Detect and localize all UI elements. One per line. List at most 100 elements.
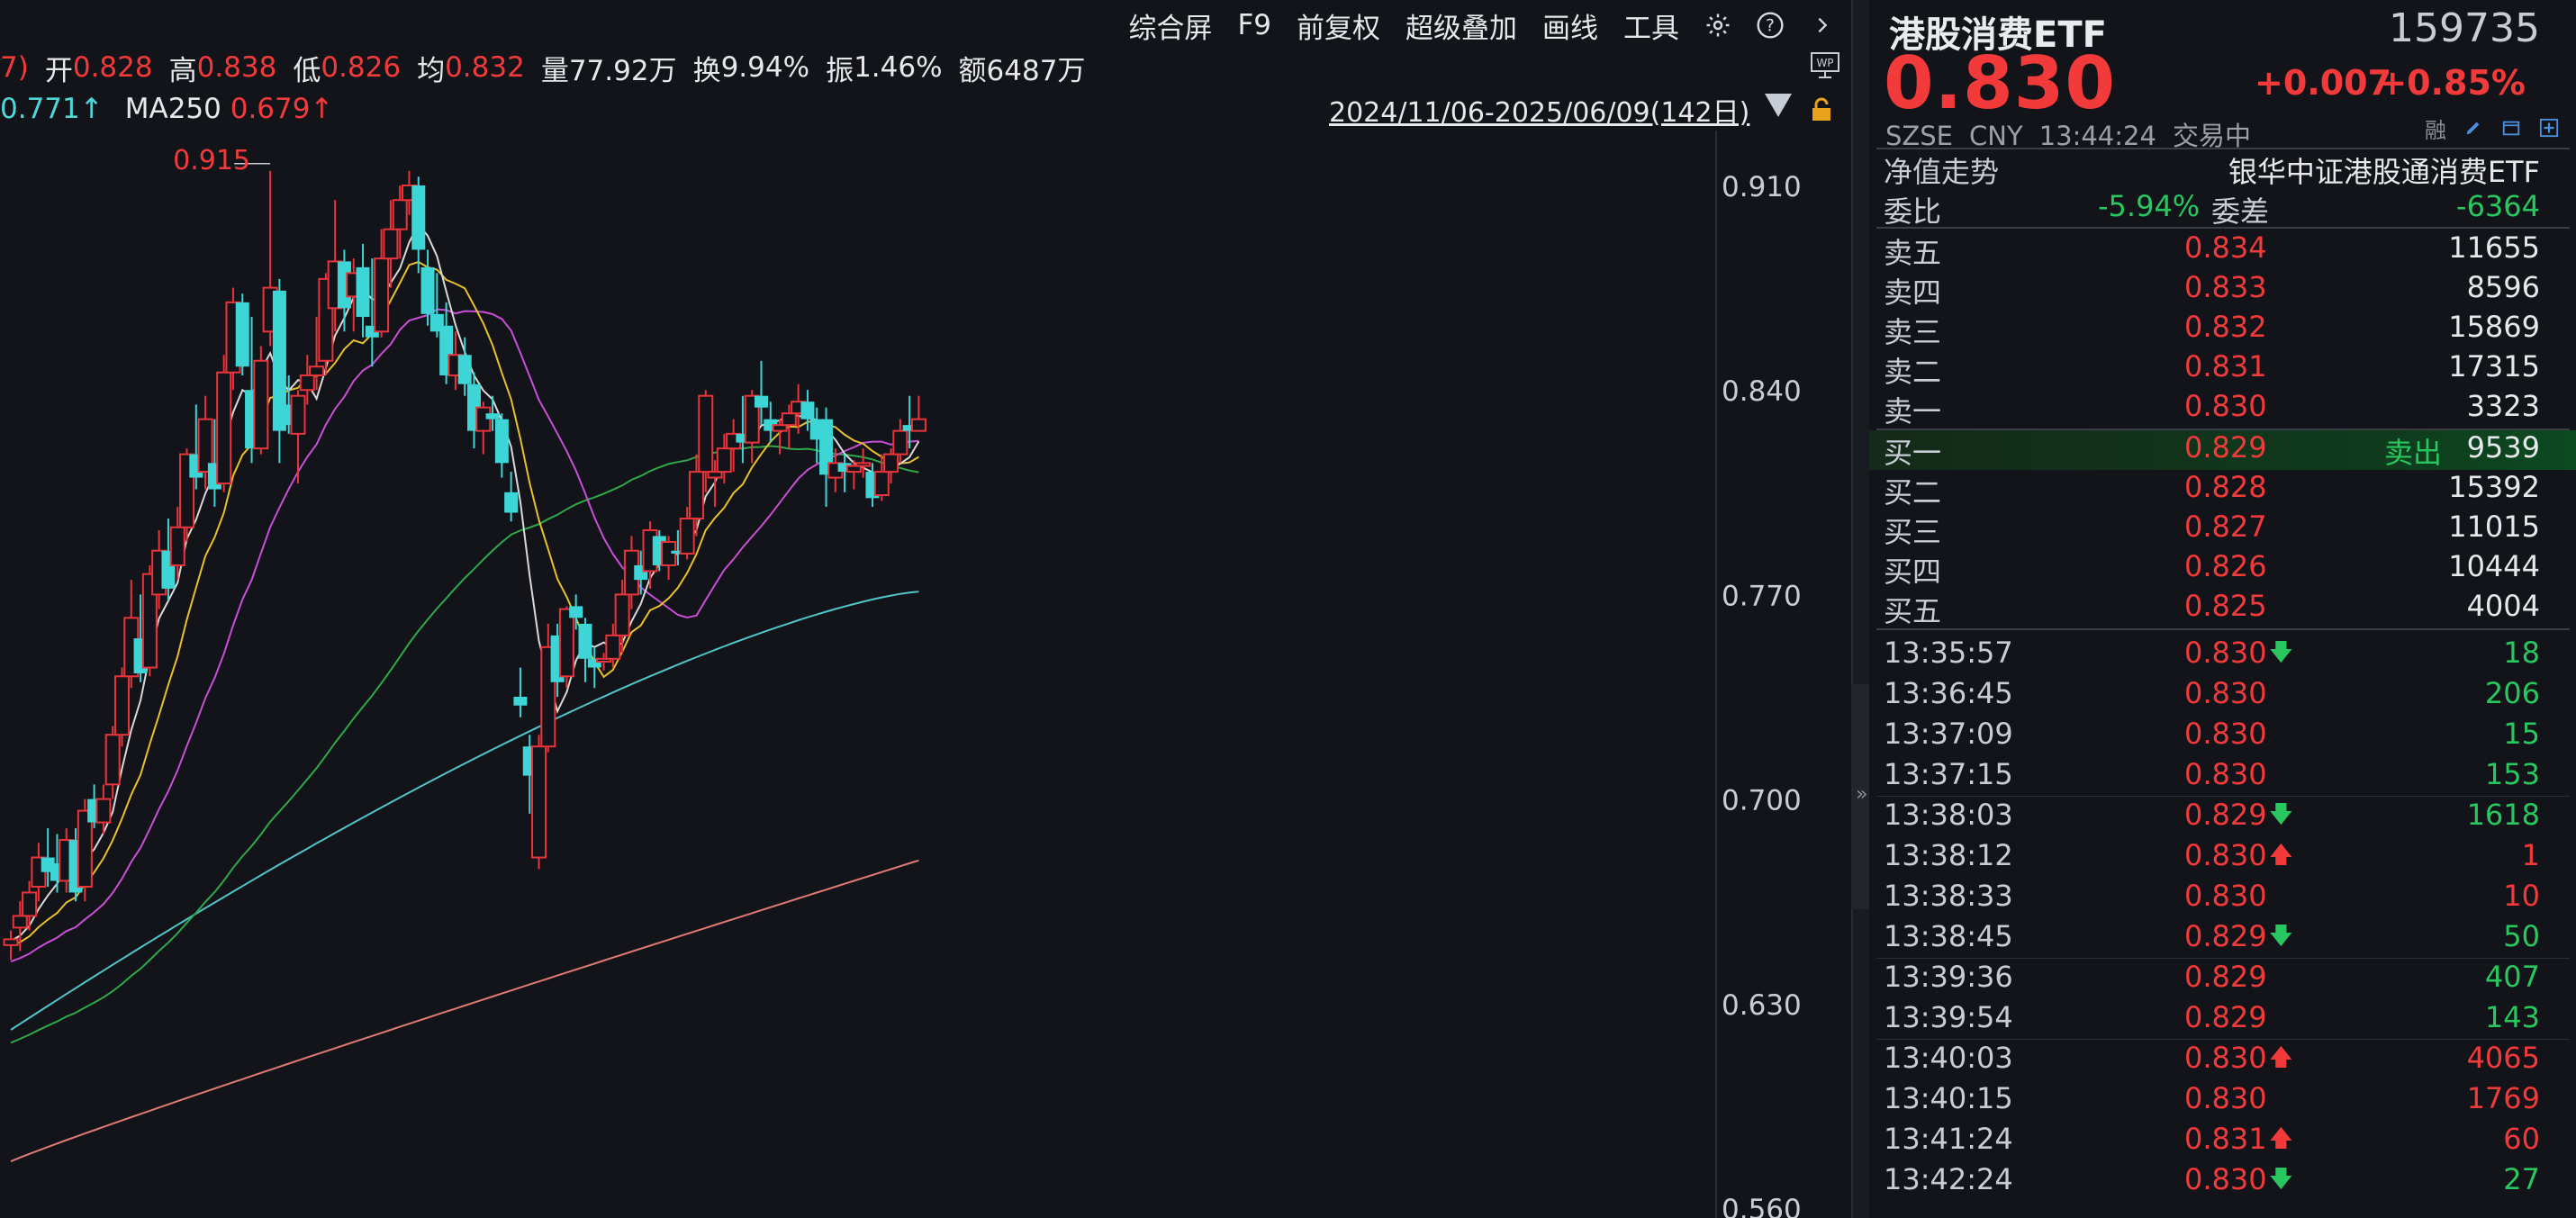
tick-price: 0.830 [2184, 757, 2267, 791]
bid-label: 买二 [1884, 475, 1942, 510]
candle-body [688, 471, 704, 520]
divider-collapse-tab[interactable] [1851, 684, 1869, 909]
low-label: 低 [293, 54, 321, 87]
toolbar-composite-screen[interactable]: 综合屏 [1128, 12, 1213, 45]
candle-body [772, 424, 788, 432]
candle-body [356, 266, 370, 318]
tick-row[interactable]: 13:37:15 0.830 153 [1869, 757, 2576, 797]
candle-body [383, 228, 399, 260]
tick-row[interactable]: 13:39:36 0.829 407 [1869, 960, 2576, 999]
ask-row[interactable]: 卖二 0.831 17315 [1869, 349, 2576, 389]
weibi-value: -5.94% [2098, 189, 2201, 223]
edit-icon[interactable] [2461, 115, 2486, 140]
separator [1876, 227, 2570, 229]
tick-row[interactable]: 13:40:15 0.830 1769 [1869, 1081, 2576, 1121]
tick-row[interactable]: 13:38:03 0.829 🡇 1618 [1869, 798, 2576, 837]
toolbar-draw-line[interactable]: 画线 [1542, 12, 1598, 45]
nav-row[interactable]: 净值走势 银华中证港股通消费ETF [1869, 149, 2576, 189]
tick-row[interactable]: 13:38:45 0.829 🡇 50 [1869, 919, 2576, 959]
bid-volume: 4004 [2466, 589, 2540, 623]
tick-time: 13:39:36 [1884, 960, 2013, 994]
bid-price: 0.825 [2184, 589, 2267, 623]
separator [1876, 958, 2570, 959]
tick-row[interactable]: 13:42:24 0.830 🡇 27 [1869, 1162, 2576, 1202]
window-icon[interactable] [2499, 115, 2524, 140]
margin-icon[interactable]: 融 [2425, 117, 2446, 143]
tick-row[interactable]: 13:37:09 0.830 15 [1869, 717, 2576, 756]
ask-price: 0.831 [2184, 349, 2267, 383]
candle-body [95, 798, 112, 824]
dropdown-triangle-icon[interactable] [1765, 94, 1792, 117]
tick-volume: 206 [2484, 676, 2540, 710]
candle-body [475, 406, 492, 432]
tick-row[interactable]: 13:40:03 0.830 🡅 4065 [1869, 1041, 2576, 1080]
ma250-value: 0.679↑ [230, 93, 334, 125]
security-code: 159735 [2389, 5, 2540, 51]
candle-body [716, 447, 732, 474]
tick-time: 13:40:03 [1884, 1041, 2013, 1075]
tick-volume: 1769 [2466, 1081, 2540, 1115]
candle-body [457, 355, 472, 384]
toolbar-super-overlay[interactable]: 超级叠加 [1406, 12, 1517, 45]
bid-row[interactable]: 买四 0.826 10444 [1869, 549, 2576, 589]
y-tick-label: 0.910 [1722, 171, 1802, 203]
ask-price: 0.830 [2184, 389, 2267, 423]
candle-body [902, 425, 917, 431]
candle-body [671, 550, 685, 554]
ask-label: 卖一 [1884, 394, 1942, 429]
ask-row[interactable]: 卖五 0.834 11655 [1869, 230, 2576, 270]
bid-volume: 9539 [2466, 430, 2540, 465]
gear-icon[interactable] [1703, 10, 1733, 41]
high-annotation: 0.915 [173, 145, 250, 176]
candle-body [253, 359, 269, 450]
lock-icon[interactable] [1808, 97, 1835, 122]
tick-volume: 60 [2503, 1122, 2540, 1156]
tick-volume: 153 [2484, 757, 2540, 791]
candlestick-chart[interactable]: 0.910 0.840 0.770 0.700 0.630 0.560 0.915 [0, 131, 1851, 1218]
tick-row[interactable]: 13:35:57 0.830 🡇 18 [1869, 636, 2576, 675]
tick-volume: 4065 [2466, 1041, 2540, 1075]
down-arrow-icon: 🡇 [2269, 1166, 2293, 1193]
separator [1876, 429, 2570, 430]
tick-row[interactable]: 13:36:45 0.830 206 [1869, 676, 2576, 716]
tick-price: 0.830 [2184, 838, 2267, 872]
up-arrow-icon: 🡅 [2269, 1125, 2293, 1152]
y-tick-label: 0.700 [1722, 785, 1802, 817]
bid-row[interactable]: 买一 0.829 卖出 9539 [1869, 430, 2576, 470]
wp-icon[interactable]: WP [1810, 50, 1840, 81]
nav-trend-link[interactable]: 净值走势 [1884, 155, 2000, 189]
help-icon[interactable]: ? [1755, 10, 1785, 41]
bid-volume: 15392 [2448, 470, 2540, 504]
candle-body [12, 915, 28, 929]
bid-row[interactable]: 买五 0.825 4004 [1869, 589, 2576, 628]
top-toolbar: 综合屏 F9 前复权 超级叠加 画线 工具 ? [1116, 0, 1848, 50]
double-chevron-right-icon[interactable]: » [1856, 783, 1868, 806]
amount-value: 6487万 [986, 54, 1086, 87]
ask-volume: 15869 [2448, 310, 2540, 344]
tick-time: 13:35:57 [1884, 636, 2013, 670]
tick-row[interactable]: 13:41:24 0.831 🡅 60 [1869, 1122, 2576, 1161]
candle-body [374, 257, 390, 333]
tick-price: 0.830 [2184, 879, 2267, 913]
ask-volume: 8596 [2466, 270, 2540, 304]
toolbar-forward-adjust[interactable]: 前复权 [1297, 12, 1380, 45]
candle-body [235, 302, 249, 367]
tick-row[interactable]: 13:38:33 0.830 10 [1869, 879, 2576, 918]
tick-row[interactable]: 13:39:54 0.829 143 [1869, 1000, 2576, 1040]
ask-row[interactable]: 卖四 0.833 8596 [1869, 270, 2576, 310]
add-icon[interactable] [2536, 115, 2562, 140]
ask-row[interactable]: 卖三 0.832 15869 [1869, 310, 2576, 349]
date-range-selector[interactable]: 2024/11/06-2025/06/09(142日) [1329, 97, 1750, 129]
tick-row[interactable]: 13:38:12 0.830 🡅 1 [1869, 838, 2576, 878]
bid-row[interactable]: 买三 0.827 11015 [1869, 510, 2576, 549]
chevron-right-icon[interactable] [1807, 10, 1838, 41]
high-label: 高 [168, 54, 197, 87]
ask-row[interactable]: 卖一 0.830 3323 [1869, 389, 2576, 429]
bid-row[interactable]: 买二 0.828 15392 [1869, 470, 2576, 510]
tick-volume: 1 [2521, 838, 2540, 872]
y-tick-label: 0.770 [1722, 580, 1802, 612]
weicha-label: 委差 [2211, 194, 2270, 229]
toolbar-f9[interactable]: F9 [1237, 9, 1271, 41]
toolbar-tools[interactable]: 工具 [1623, 12, 1679, 45]
tick-volume: 50 [2503, 919, 2540, 953]
